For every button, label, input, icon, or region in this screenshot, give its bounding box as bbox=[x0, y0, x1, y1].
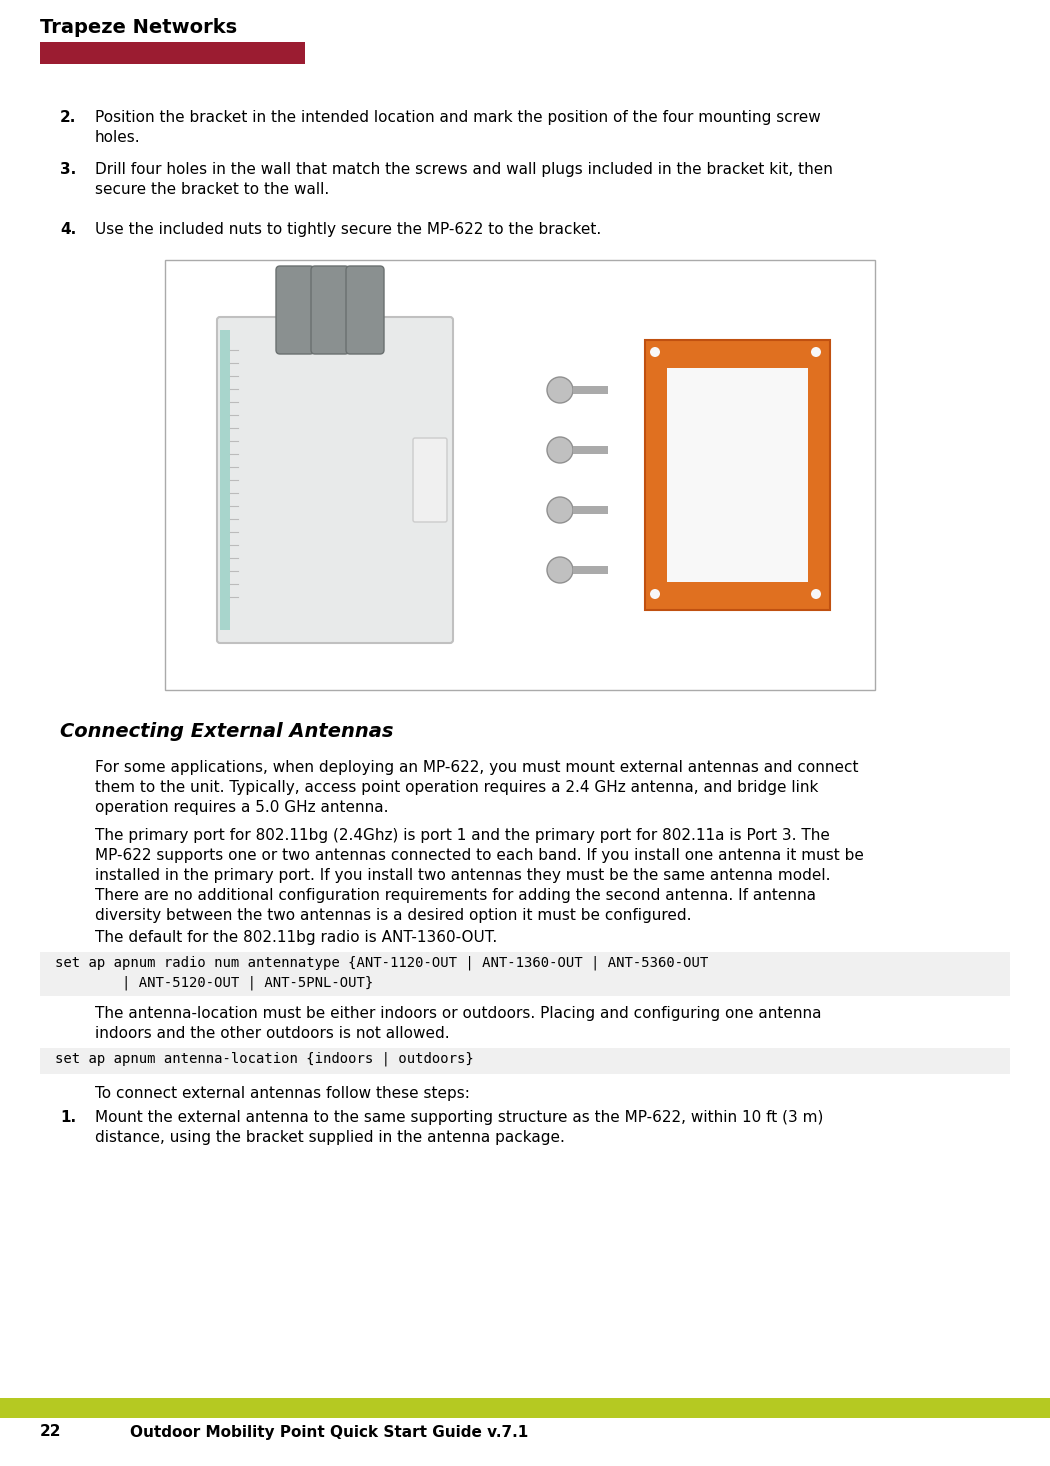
FancyBboxPatch shape bbox=[413, 438, 447, 522]
Bar bbox=[40, 43, 304, 65]
Text: distance, using the bracket supplied in the antenna package.: distance, using the bracket supplied in … bbox=[94, 1130, 565, 1145]
Bar bbox=[667, 368, 808, 582]
FancyBboxPatch shape bbox=[217, 317, 453, 644]
Text: There are no additional configuration requirements for adding the second antenna: There are no additional configuration re… bbox=[94, 888, 816, 903]
Text: The default for the 802.11bg radio is ANT-1360-OUT.: The default for the 802.11bg radio is AN… bbox=[94, 929, 498, 946]
Text: | ANT-5120-OUT | ANT-5PNL-OUT}: | ANT-5120-OUT | ANT-5PNL-OUT} bbox=[55, 976, 373, 991]
Text: 22: 22 bbox=[40, 1425, 62, 1440]
Text: 4.: 4. bbox=[60, 221, 77, 237]
Bar bbox=[573, 566, 608, 575]
Text: 1.: 1. bbox=[60, 1110, 76, 1124]
Text: holes.: holes. bbox=[94, 130, 141, 145]
Text: Connecting External Antennas: Connecting External Antennas bbox=[60, 721, 394, 740]
Bar bbox=[573, 386, 608, 394]
Text: MP-622 supports one or two antennas connected to each band. If you install one a: MP-622 supports one or two antennas conn… bbox=[94, 847, 864, 863]
Circle shape bbox=[547, 557, 573, 583]
Bar bbox=[40, 1048, 1010, 1075]
Text: To connect external antennas follow these steps:: To connect external antennas follow thes… bbox=[94, 1086, 470, 1101]
Text: Drill four holes in the wall that match the screws and wall plugs included in th: Drill four holes in the wall that match … bbox=[94, 163, 833, 177]
Text: operation requires a 5.0 GHz antenna.: operation requires a 5.0 GHz antenna. bbox=[94, 800, 388, 815]
FancyBboxPatch shape bbox=[311, 265, 349, 353]
Text: set ap apnum radio num antennatype {ANT-1120-OUT | ANT-1360-OUT | ANT-5360-OUT: set ap apnum radio num antennatype {ANT-… bbox=[55, 956, 709, 970]
FancyBboxPatch shape bbox=[276, 265, 314, 353]
FancyBboxPatch shape bbox=[346, 265, 384, 353]
Circle shape bbox=[811, 589, 821, 600]
Text: Trapeze Networks: Trapeze Networks bbox=[40, 18, 237, 37]
Text: diversity between the two antennas is a desired option it must be configured.: diversity between the two antennas is a … bbox=[94, 907, 692, 924]
Bar bbox=[220, 330, 230, 630]
Text: The antenna-location must be either indoors or outdoors. Placing and configuring: The antenna-location must be either indo… bbox=[94, 1006, 821, 1020]
Text: them to the unit. Typically, access point operation requires a 2.4 GHz antenna, : them to the unit. Typically, access poin… bbox=[94, 780, 818, 795]
Text: set ap apnum antenna-location {indoors | outdoors}: set ap apnum antenna-location {indoors |… bbox=[55, 1053, 474, 1066]
Text: indoors and the other outdoors is not allowed.: indoors and the other outdoors is not al… bbox=[94, 1026, 449, 1041]
Circle shape bbox=[547, 437, 573, 463]
Text: The primary port for 802.11bg (2.4Ghz) is port 1 and the primary port for 802.11: The primary port for 802.11bg (2.4Ghz) i… bbox=[94, 828, 830, 843]
Bar bbox=[573, 446, 608, 454]
Bar bbox=[0, 1399, 1050, 1418]
Text: Mount the external antenna to the same supporting structure as the MP-622, withi: Mount the external antenna to the same s… bbox=[94, 1110, 823, 1124]
Text: Use the included nuts to tightly secure the MP-622 to the bracket.: Use the included nuts to tightly secure … bbox=[94, 221, 602, 237]
Text: secure the bracket to the wall.: secure the bracket to the wall. bbox=[94, 182, 330, 196]
Text: installed in the primary port. If you install two antennas they must be the same: installed in the primary port. If you in… bbox=[94, 868, 831, 883]
Text: 2.: 2. bbox=[60, 110, 77, 125]
Circle shape bbox=[811, 347, 821, 358]
Text: Position the bracket in the intended location and mark the position of the four : Position the bracket in the intended loc… bbox=[94, 110, 821, 125]
FancyBboxPatch shape bbox=[645, 340, 830, 610]
Circle shape bbox=[547, 497, 573, 523]
Bar bbox=[165, 259, 875, 690]
Circle shape bbox=[547, 377, 573, 403]
Circle shape bbox=[650, 589, 660, 600]
Bar bbox=[40, 951, 1010, 995]
Text: 3.: 3. bbox=[60, 163, 77, 177]
Text: Outdoor Mobility Point Quick Start Guide v.7.1: Outdoor Mobility Point Quick Start Guide… bbox=[130, 1425, 528, 1440]
Bar bbox=[573, 506, 608, 515]
Circle shape bbox=[650, 347, 660, 358]
Text: For some applications, when deploying an MP-622, you must mount external antenna: For some applications, when deploying an… bbox=[94, 759, 859, 776]
